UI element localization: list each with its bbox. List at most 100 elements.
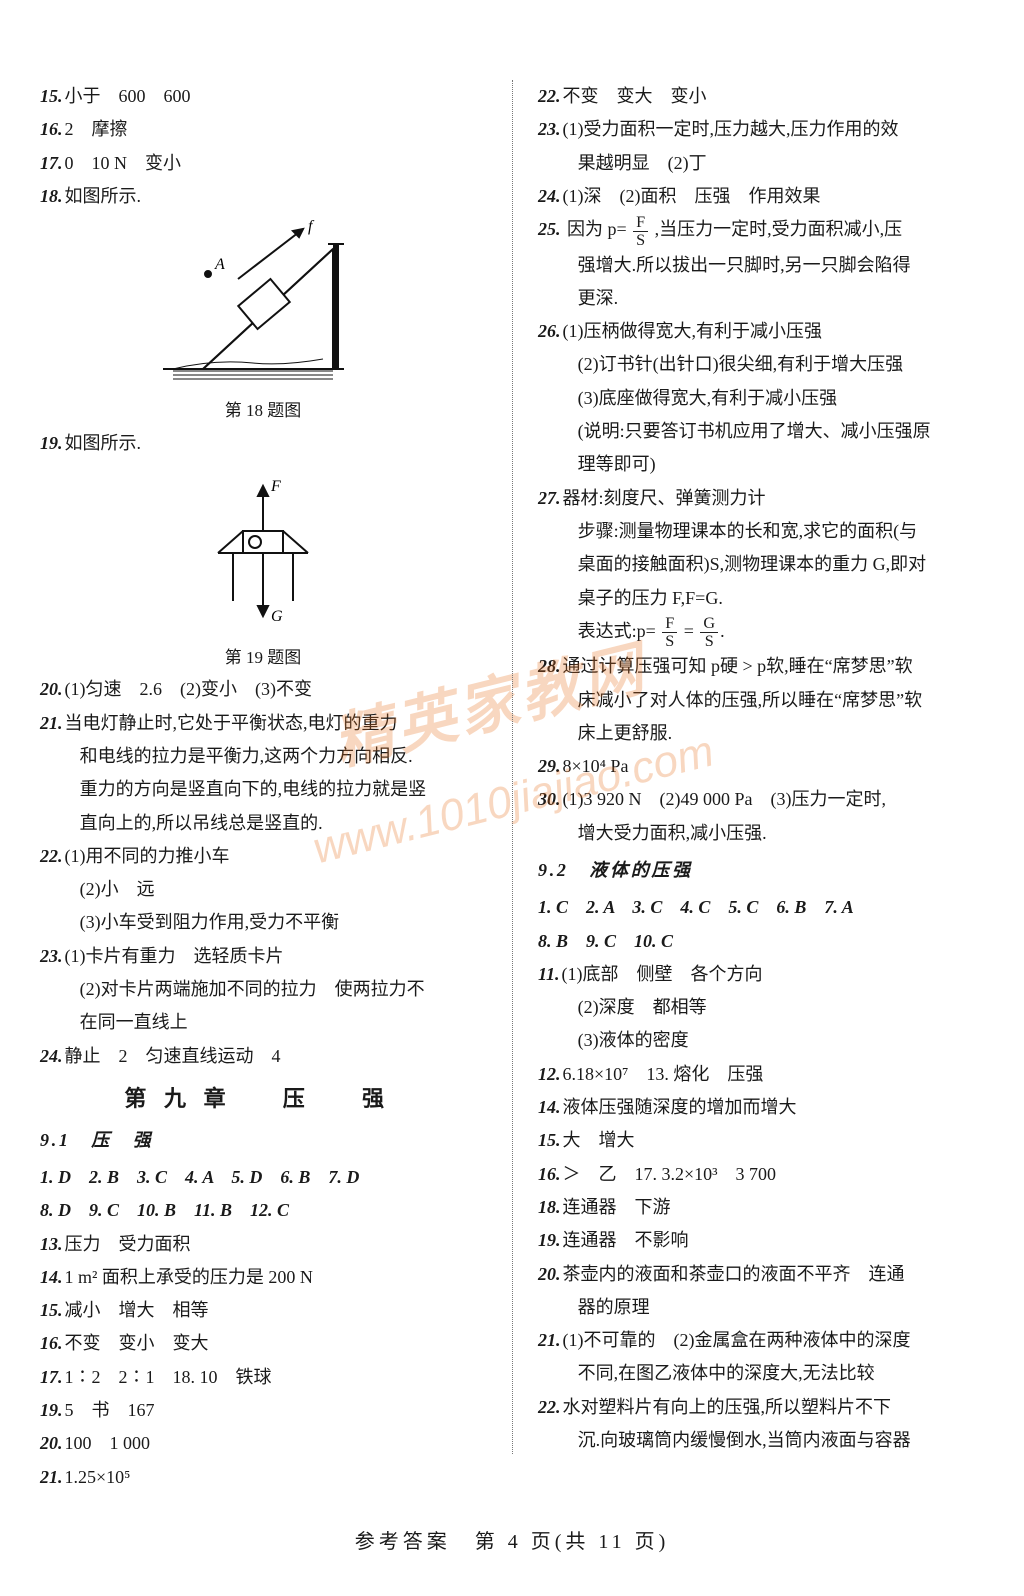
- answer-23b: (2)对卡片两端施加不同的拉力 使两拉力不: [40, 973, 486, 1006]
- figure-19-caption: 第 19 题图: [40, 642, 486, 673]
- r-answer-26d2: 理等即可): [538, 448, 984, 481]
- figure-19: F G: [40, 466, 486, 636]
- q-num: 16.: [40, 1333, 63, 1353]
- q-text: 连通器 下游: [563, 1197, 671, 1217]
- q-text: 如图所示.: [65, 186, 142, 206]
- q-text: 如图所示.: [65, 433, 142, 453]
- r-answer-27e: 表达式:p= FS = GS.: [538, 615, 984, 650]
- figure-18: A f: [40, 219, 486, 389]
- q-num: 16.: [40, 119, 63, 139]
- q-num: 19.: [538, 1230, 561, 1250]
- q-text: 100 1 000: [65, 1433, 151, 1453]
- s-answer-14: 14.液体压强随深度的增加而增大: [538, 1091, 984, 1124]
- answer-9-1-19: 19.5 书 167: [40, 1394, 486, 1427]
- r-answer-26c: (3)底座做得宽大,有利于减小压强: [538, 382, 984, 415]
- r-answer-25c: 更深.: [538, 282, 984, 315]
- q-text: 不变 变小 变大: [65, 1333, 209, 1353]
- q-text: 0 10 N 变小: [65, 153, 182, 173]
- q-text: 1.25×10⁵: [65, 1467, 131, 1487]
- mc-line: 8. D 9. C 10. B 11. B 12. C: [40, 1200, 289, 1220]
- q-num: 22.: [40, 846, 63, 866]
- q-num: 15.: [40, 86, 63, 106]
- q-num: 21.: [538, 1330, 561, 1350]
- s-answer-18: 18.连通器 下游: [538, 1191, 984, 1224]
- answer-21: 21.当电灯静止时,它处于平衡状态,电灯的重力: [40, 707, 486, 740]
- s-answer-11c: (3)液体的密度: [538, 1024, 984, 1057]
- answer-16: 16.2 摩擦: [40, 113, 486, 146]
- fraction-G-over-S: GS: [700, 615, 718, 650]
- q-text: 减小 增大 相等: [65, 1300, 209, 1320]
- answer-9-1-20: 20.100 1 000: [40, 1427, 486, 1460]
- r-answer-30b: 增大受力面积,减小压强.: [538, 817, 984, 850]
- q-text: 5 书 167: [65, 1400, 155, 1420]
- fraction-F-over-S: FS: [662, 615, 677, 650]
- answer-9-1-21: 21.1.25×10⁵: [40, 1461, 486, 1494]
- section-9-1-title: 9.1 压 强: [40, 1124, 486, 1157]
- answer-17: 17.0 10 N 变小: [40, 147, 486, 180]
- s-answer-19: 19.连通器 不影响: [538, 1224, 984, 1257]
- answer-22: 22.(1)用不同的力推小车: [40, 840, 486, 873]
- r-answer-28b: 床减小了对人体的压强,所以睡在“席梦思”软: [538, 684, 984, 717]
- r-answer-27: 27.器材:刻度尺、弹簧测力计: [538, 482, 984, 515]
- r-answer-26d: (说明:只要答订书机应用了增大、减小压强原: [538, 415, 984, 448]
- left-column: 15.小于 600 600 16.2 摩擦 17.0 10 N 变小 18.如图…: [40, 80, 512, 1494]
- q-num: 27.: [538, 488, 561, 508]
- r-answer-26b: (2)订书针(出针口)很尖细,有利于增大压强: [538, 348, 984, 381]
- q-num: 20.: [538, 1264, 561, 1284]
- q-num: 24.: [538, 186, 561, 206]
- q-num: 18.: [40, 186, 63, 206]
- q-num: 22.: [538, 1397, 561, 1417]
- r-answer-25: 25. 因为 p= FS ,当压力一定时,受力面积减小,压: [538, 213, 984, 248]
- r-answer-27c: 桌面的接触面积)S,测物理课本的重力 G,即对: [538, 548, 984, 581]
- answer-21-cont: 和电线的拉力是平衡力,这两个力方向相反.: [40, 740, 486, 773]
- r-answer-22: 22.不变 变大 变小: [538, 80, 984, 113]
- expr-pre: 表达式:p=: [578, 621, 656, 641]
- answer-15: 15.小于 600 600: [40, 80, 486, 113]
- svg-text:G: G: [271, 608, 283, 625]
- q-text: (1)深 (2)面积 压强 作用效果: [563, 186, 821, 206]
- r-answer-27d: 桌子的压力 F,F=G.: [538, 582, 984, 615]
- figure-18-caption: 第 18 题图: [40, 395, 486, 426]
- q-num: 24.: [40, 1046, 63, 1066]
- mc-line: 1. D 2. B 3. C 4. A 5. D 6. B 7. D: [40, 1167, 359, 1187]
- column-divider: [512, 80, 513, 1454]
- q-text: 8×10⁴ Pa: [563, 756, 629, 776]
- q-num: 29.: [538, 756, 561, 776]
- q-num: 11.: [538, 964, 560, 984]
- section-9-2-title: 9.2 液体的压强: [538, 854, 984, 887]
- mc-9-2-b: 8. B 9. C 10. C: [538, 925, 984, 958]
- s-answer-11b: (2)深度 都相等: [538, 991, 984, 1024]
- answer-9-1-17: 17.1∶2 2∶1 18. 10 铁球: [40, 1361, 486, 1394]
- chapter-9-title: 第九章 压 强: [40, 1079, 486, 1120]
- svg-text:F: F: [270, 478, 281, 495]
- q-num: 21.: [40, 1467, 63, 1487]
- s-answer-11: 11.(1)底部 侧壁 各个方向: [538, 958, 984, 991]
- q-text: ＞ 乙 17. 3.2×10³ 3 700: [563, 1164, 777, 1184]
- q-num: 19.: [40, 1400, 63, 1420]
- q-text: 6.18×10⁷ 13. 熔化 压强: [563, 1064, 764, 1084]
- q-text: 1 m² 面积上承受的压力是 200 N: [65, 1267, 313, 1287]
- q-num: 28.: [538, 656, 561, 676]
- q-num: 26.: [538, 321, 561, 341]
- q-text: 2 摩擦: [65, 119, 128, 139]
- mc-line: 8. B 9. C 10. C: [538, 931, 673, 951]
- q-text: (1)用不同的力推小车: [65, 846, 230, 866]
- q-text: (1)3 920 N (2)49 000 Pa (3)压力一定时,: [563, 789, 886, 809]
- s-answer-21: 21.(1)不可靠的 (2)金属盒在两种液体中的深度: [538, 1324, 984, 1357]
- answer-9-1-14: 14.1 m² 面积上承受的压力是 200 N: [40, 1261, 486, 1294]
- answer-23: 23.(1)卡片有重力 选轻质卡片: [40, 940, 486, 973]
- mc-9-1-a: 1. D 2. B 3. C 4. A 5. D 6. B 7. D: [40, 1161, 486, 1194]
- r-answer-28c: 床上更舒服.: [538, 717, 984, 750]
- q-num: 22.: [538, 86, 561, 106]
- s-answer-20: 20.茶壶内的液面和茶壶口的液面不平齐 连通: [538, 1258, 984, 1291]
- answer-19: 19.如图所示.: [40, 427, 486, 460]
- q-text: (1)卡片有重力 选轻质卡片: [65, 946, 284, 966]
- q-num: 30.: [538, 789, 561, 809]
- answer-21-cont: 直向上的,所以吊线总是竖直的.: [40, 807, 486, 840]
- r-answer-29: 29.8×10⁴ Pa: [538, 750, 984, 783]
- q-num: 18.: [538, 1197, 561, 1217]
- q-num: 16.: [538, 1164, 561, 1184]
- s-answer-22b: 沉.向玻璃筒内缓慢倒水,当筒内液面与容器: [538, 1424, 984, 1457]
- r-answer-23-cont: 果越明显 (2)丁: [538, 147, 984, 180]
- fraction-F-over-S: FS: [633, 214, 648, 249]
